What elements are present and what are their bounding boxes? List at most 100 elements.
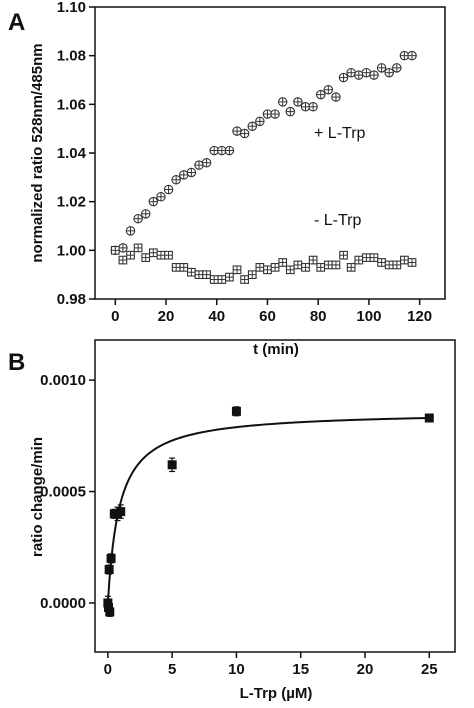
panel-b-x-tick-label: 20 bbox=[357, 661, 374, 678]
data-point-minus-trp bbox=[247, 270, 257, 280]
data-point-minus-trp bbox=[384, 260, 394, 270]
data-point-minus-trp bbox=[270, 263, 280, 272]
panel-a-y-tick-label: 0.98 bbox=[57, 291, 86, 308]
panel-b-x-tick-label: 10 bbox=[228, 661, 245, 678]
panel-a-y-tick-label: 1.06 bbox=[57, 96, 86, 113]
data-point-minus-trp bbox=[156, 250, 166, 260]
panel-b-y-axis-title: ratio change/min bbox=[29, 437, 46, 557]
data-point-plus-trp bbox=[179, 170, 189, 180]
marker-filled-square bbox=[104, 565, 114, 575]
data-point-rate bbox=[424, 413, 434, 423]
data-point-plus-trp bbox=[392, 63, 402, 73]
marker-filled-square bbox=[424, 413, 434, 423]
data-point-plus-trp bbox=[323, 84, 334, 95]
data-point-minus-trp bbox=[354, 255, 364, 265]
data-point-rate bbox=[105, 606, 115, 617]
data-point-rate bbox=[106, 553, 116, 564]
data-point-minus-trp bbox=[179, 263, 189, 272]
data-point-minus-trp bbox=[285, 265, 295, 275]
data-point-plus-trp bbox=[315, 89, 326, 100]
data-point-plus-trp bbox=[171, 175, 181, 185]
panel-b-y-tick-label: 0.0010 bbox=[40, 372, 86, 389]
data-point-minus-trp bbox=[392, 260, 402, 270]
data-point-plus-trp bbox=[133, 213, 143, 224]
panel-a-x-ticks: 0 20 40 60 80 100 120 bbox=[111, 299, 432, 325]
data-point-plus-trp bbox=[247, 121, 257, 131]
data-point-minus-trp bbox=[263, 265, 272, 275]
data-point-plus-trp bbox=[308, 102, 318, 112]
data-point-plus-trp bbox=[224, 145, 235, 156]
panel-b-label: B bbox=[8, 349, 25, 376]
data-point-minus-trp bbox=[133, 243, 143, 253]
panel-b-x-ticks: 0 5 10 15 20 25 bbox=[104, 652, 438, 678]
panel-b-y-tick-label: 0.0005 bbox=[40, 484, 86, 501]
data-point-minus-trp bbox=[232, 265, 242, 275]
marker-filled-square bbox=[231, 406, 241, 416]
data-point-plus-trp bbox=[346, 67, 356, 78]
data-point-plus-trp bbox=[338, 72, 349, 83]
marker-filled-square bbox=[106, 553, 116, 563]
data-point-plus-trp bbox=[209, 145, 219, 156]
panel-b: B 0 5 10 15 20 25 0.0000 0.0005 0.0010 L-Trp (µ… bbox=[8, 339, 456, 702]
data-point-plus-trp bbox=[376, 63, 387, 73]
data-point-minus-trp bbox=[346, 263, 356, 272]
panel-a: A 0 20 40 60 80 100 120 0.98 1.00 1.02 1.04 1.06 1.… bbox=[8, 0, 446, 358]
data-point-rate bbox=[231, 406, 241, 417]
data-point-plus-trp bbox=[148, 196, 159, 207]
data-point-plus-trp bbox=[277, 97, 288, 107]
fit-curve bbox=[106, 416, 430, 604]
data-point-plus-trp bbox=[239, 128, 250, 139]
marker-filled-square bbox=[116, 507, 126, 517]
panel-b-x-axis-title: L-Trp (µM) bbox=[240, 685, 313, 702]
panel-a-y-axis-title: normalized ratio 528nm/485nm bbox=[29, 43, 46, 262]
data-point-minus-trp bbox=[316, 263, 326, 272]
panel-b-x-tick-label: 25 bbox=[421, 661, 438, 678]
data-point-minus-trp bbox=[377, 258, 386, 267]
data-point-plus-trp bbox=[125, 226, 136, 236]
data-point-plus-trp bbox=[399, 50, 410, 61]
data-point-plus-trp bbox=[407, 50, 417, 61]
data-point-plus-trp bbox=[140, 209, 151, 219]
panel-a-x-tick-label: 20 bbox=[158, 308, 175, 325]
data-point-rate bbox=[104, 564, 114, 575]
data-point-minus-trp bbox=[187, 267, 196, 277]
data-point-minus-trp bbox=[110, 245, 120, 255]
data-point-minus-trp bbox=[339, 250, 348, 260]
panel-b-y-ticks: 0.0000 0.0005 0.0010 bbox=[40, 372, 95, 612]
data-point-plus-trp bbox=[369, 70, 379, 80]
data-point-plus-trp bbox=[331, 92, 341, 102]
series-plus-trp bbox=[110, 50, 417, 256]
data-point-minus-trp bbox=[255, 263, 265, 272]
data-point-minus-trp bbox=[240, 275, 249, 284]
data-point-plus-trp bbox=[201, 157, 212, 168]
data-point-minus-trp bbox=[194, 270, 204, 280]
series-minus-trp bbox=[110, 243, 417, 284]
data-point-minus-trp bbox=[407, 258, 417, 267]
data-point-plus-trp bbox=[118, 243, 128, 253]
panel-b-y-tick-label: 0.0000 bbox=[40, 595, 86, 612]
data-point-plus-trp bbox=[285, 106, 296, 117]
data-point-plus-trp bbox=[163, 184, 174, 195]
data-point-minus-trp bbox=[308, 255, 318, 265]
panel-a-x-tick-label: 0 bbox=[111, 308, 119, 325]
panel-a-label: A bbox=[8, 9, 25, 36]
marker-filled-square bbox=[167, 460, 177, 470]
data-point-minus-trp bbox=[209, 275, 219, 284]
annotation-minus-trp: - L-Trp bbox=[314, 212, 362, 229]
panel-a-x-tick-label: 60 bbox=[259, 308, 276, 325]
data-point-minus-trp bbox=[369, 253, 379, 262]
data-point-rate bbox=[167, 457, 177, 473]
data-point-plus-trp bbox=[270, 109, 280, 119]
annotation-plus-trp: + L-Trp bbox=[314, 125, 366, 142]
panel-a-y-ticks: 0.98 1.00 1.02 1.04 1.06 1.08 1.10 bbox=[57, 0, 95, 308]
panel-a-y-tick-label: 1.10 bbox=[57, 0, 86, 16]
data-point-minus-trp bbox=[301, 263, 310, 272]
data-point-minus-trp bbox=[400, 255, 409, 265]
data-point-plus-trp bbox=[186, 167, 197, 178]
data-point-minus-trp bbox=[148, 248, 158, 258]
data-point-minus-trp bbox=[331, 260, 341, 270]
panel-a-x-axis-title: t (min) bbox=[253, 341, 299, 358]
panel-a-x-tick-label: 120 bbox=[407, 308, 432, 325]
panel-b-x-tick-label: 15 bbox=[292, 661, 309, 678]
